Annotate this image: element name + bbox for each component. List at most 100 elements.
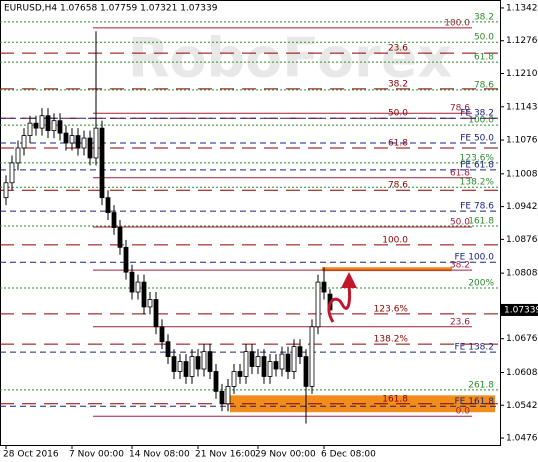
y-tick-label: 1.06760 <box>506 334 538 344</box>
y-tick-label: 1.05420 <box>506 401 538 411</box>
x-tick-label: 7 Nov 00:00 <box>69 450 124 460</box>
fib-label: FE 50.0 <box>460 134 494 144</box>
fib-label: 50.0 <box>474 33 494 43</box>
fib-label: 78.6 <box>450 104 470 114</box>
fib-label: 100.0 <box>382 235 408 245</box>
candle-body <box>201 351 207 370</box>
candle-body <box>303 356 309 387</box>
x-tick-label: 14 Nov 08:00 <box>129 450 190 460</box>
fib-label: 61.8 <box>388 139 408 149</box>
fib-label: 78.6 <box>474 80 494 90</box>
fib-label: 161.8 <box>468 216 494 226</box>
fib-label: 50.0 <box>450 217 470 227</box>
fib-label: 123.6% <box>374 304 409 314</box>
fib-label: 78.6 <box>388 181 408 191</box>
candle-body <box>225 385 231 405</box>
plot-layer: 100.0 78.6 61.8 50.0 38.2 23.6 0.0 23.6 38.2 50.0… <box>0 12 500 424</box>
candle-body <box>219 390 225 405</box>
y-tick-label: 1.11430 <box>506 102 538 112</box>
candle-body <box>177 361 183 372</box>
y-tick-label: 1.10760 <box>506 136 538 146</box>
fib-label: FE 161.8 <box>455 397 495 407</box>
y-tick-label: 1.06080 <box>506 368 538 378</box>
candle-body <box>45 115 51 132</box>
candle-body <box>15 147 21 164</box>
y-tick-label: 1.08080 <box>506 269 538 279</box>
chart-title: EURUSD,H4 1.07658 1.07759 1.07321 1.0733… <box>4 4 218 14</box>
fib-label: FE 61.8 <box>460 160 494 170</box>
plot-frame <box>0 0 501 446</box>
candle-body <box>267 361 273 377</box>
candle-body <box>21 135 27 149</box>
candle-body <box>237 371 243 377</box>
candle-body <box>117 227 123 248</box>
candle-body <box>87 137 93 159</box>
candle-body <box>3 182 9 199</box>
fib-label: 38.2 <box>388 79 408 89</box>
fib-label: 61.8 <box>474 53 494 63</box>
fib-label: 61.8 <box>450 168 470 178</box>
candle-body <box>135 281 141 293</box>
candle-body <box>213 371 219 392</box>
arrow-head <box>341 272 357 288</box>
candle-body <box>33 122 39 129</box>
y-tick-label: 1.13420 <box>506 3 538 13</box>
fib-label: 38.2 <box>474 12 494 22</box>
candle-body <box>291 346 297 372</box>
candle-body <box>315 281 321 328</box>
fib-label: FE 100.0 <box>455 253 495 263</box>
candle-body <box>231 371 237 387</box>
candle-body <box>207 351 213 372</box>
candle-body <box>27 122 33 136</box>
arrow <box>327 285 351 323</box>
fib-label: 261.8 <box>468 380 494 390</box>
candle-body <box>165 341 171 357</box>
candle-body <box>69 135 75 144</box>
candle-body <box>63 132 69 144</box>
watermark: RoboForex <box>128 27 452 90</box>
candle-body <box>111 212 117 228</box>
candle-body <box>279 353 285 370</box>
fib-label: FE 38.2 <box>460 109 494 119</box>
candle-body <box>297 346 303 357</box>
fib-label: 38.2 <box>450 261 470 271</box>
fib-label: FE 78.6 <box>460 202 494 212</box>
fib-label: 50.0 <box>388 109 408 119</box>
fib-label: 23.6 <box>388 44 408 54</box>
candle-body <box>51 120 57 132</box>
y-tick-label: 1.12100 <box>506 69 538 79</box>
fib-label: 0.0 <box>456 407 471 417</box>
fib-label: 100.0 <box>444 18 470 28</box>
candle-body <box>81 137 87 149</box>
candle-body <box>273 361 279 370</box>
candle-body <box>285 353 291 372</box>
candle-body <box>9 162 15 184</box>
candle-body <box>93 127 99 159</box>
candle-body <box>123 246 129 273</box>
candle-body <box>159 326 165 343</box>
candle-body <box>99 127 105 199</box>
candle-body <box>195 356 201 370</box>
candle-body <box>129 271 135 293</box>
candle-body <box>183 361 189 377</box>
candle-body <box>321 281 327 293</box>
price-tag <box>501 303 538 316</box>
candle-body <box>147 299 153 308</box>
candle-body <box>261 356 267 377</box>
x-tick-label: 6 Dec 08:00 <box>321 450 376 460</box>
zone <box>322 267 452 272</box>
y-tick-label: 1.08760 <box>506 235 538 245</box>
fib-label: FE 138.2 <box>455 343 495 353</box>
y-tick-label: 1.12760 <box>506 36 538 46</box>
candle-body <box>189 356 195 377</box>
candle-body <box>243 351 249 377</box>
fib-label: 161.8 <box>382 394 408 404</box>
price-tag-label: 1.07339 <box>504 305 538 315</box>
fib-label: 138.2% <box>460 178 495 188</box>
x-tick-label: 21 Nov 16:00 <box>195 450 256 460</box>
y-tick-label: 1.10080 <box>506 169 538 179</box>
candle-body <box>249 351 255 367</box>
candle-body <box>171 356 177 372</box>
candle-body <box>39 115 45 129</box>
candle-body <box>105 197 111 213</box>
